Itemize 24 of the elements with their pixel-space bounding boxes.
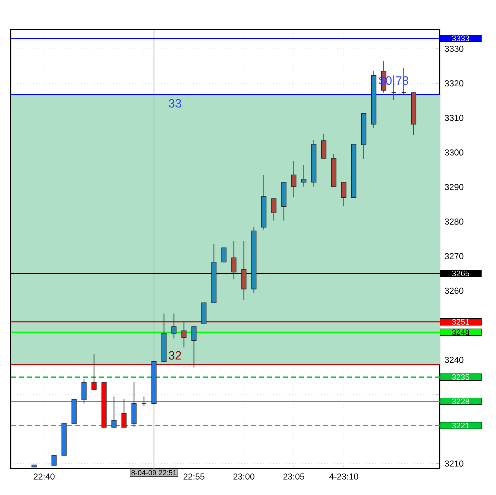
ref-line-label: 3333 bbox=[452, 36, 470, 42]
x-tick-label: 23:05 bbox=[284, 474, 305, 480]
y-tick-label: 3300 bbox=[445, 150, 464, 156]
x-tick-label: 23:00 bbox=[234, 474, 255, 480]
x-tick-label: 22:40 bbox=[34, 474, 55, 480]
y-tick-label: 3260 bbox=[445, 288, 464, 294]
ref-line-label: 3228 bbox=[452, 398, 470, 404]
x-tick-label: 22:55 bbox=[184, 474, 205, 480]
x-tick-label: 4-23:10 bbox=[330, 474, 358, 480]
y-tick-label: 3280 bbox=[445, 218, 464, 225]
y-tick-label: 3310 bbox=[445, 115, 464, 122]
y-tick-label: 3240 bbox=[445, 357, 464, 364]
ref-line-label: 3248 bbox=[452, 330, 470, 336]
y-tick-label: 3330 bbox=[445, 46, 464, 52]
y-tick-label: 3270 bbox=[445, 253, 464, 260]
y-tick-label: 3210 bbox=[445, 460, 464, 467]
annotation: 33 bbox=[168, 99, 182, 108]
ref-line-label: 3251 bbox=[452, 319, 470, 325]
annotation: 32 bbox=[168, 351, 182, 360]
ref-line-label: 3235 bbox=[452, 374, 470, 380]
y-tick-label: 3290 bbox=[445, 184, 464, 190]
ref-line-label: 3265 bbox=[452, 270, 470, 277]
ref-line-label: 3221 bbox=[452, 422, 470, 429]
y-tick-label: 3320 bbox=[445, 80, 464, 87]
